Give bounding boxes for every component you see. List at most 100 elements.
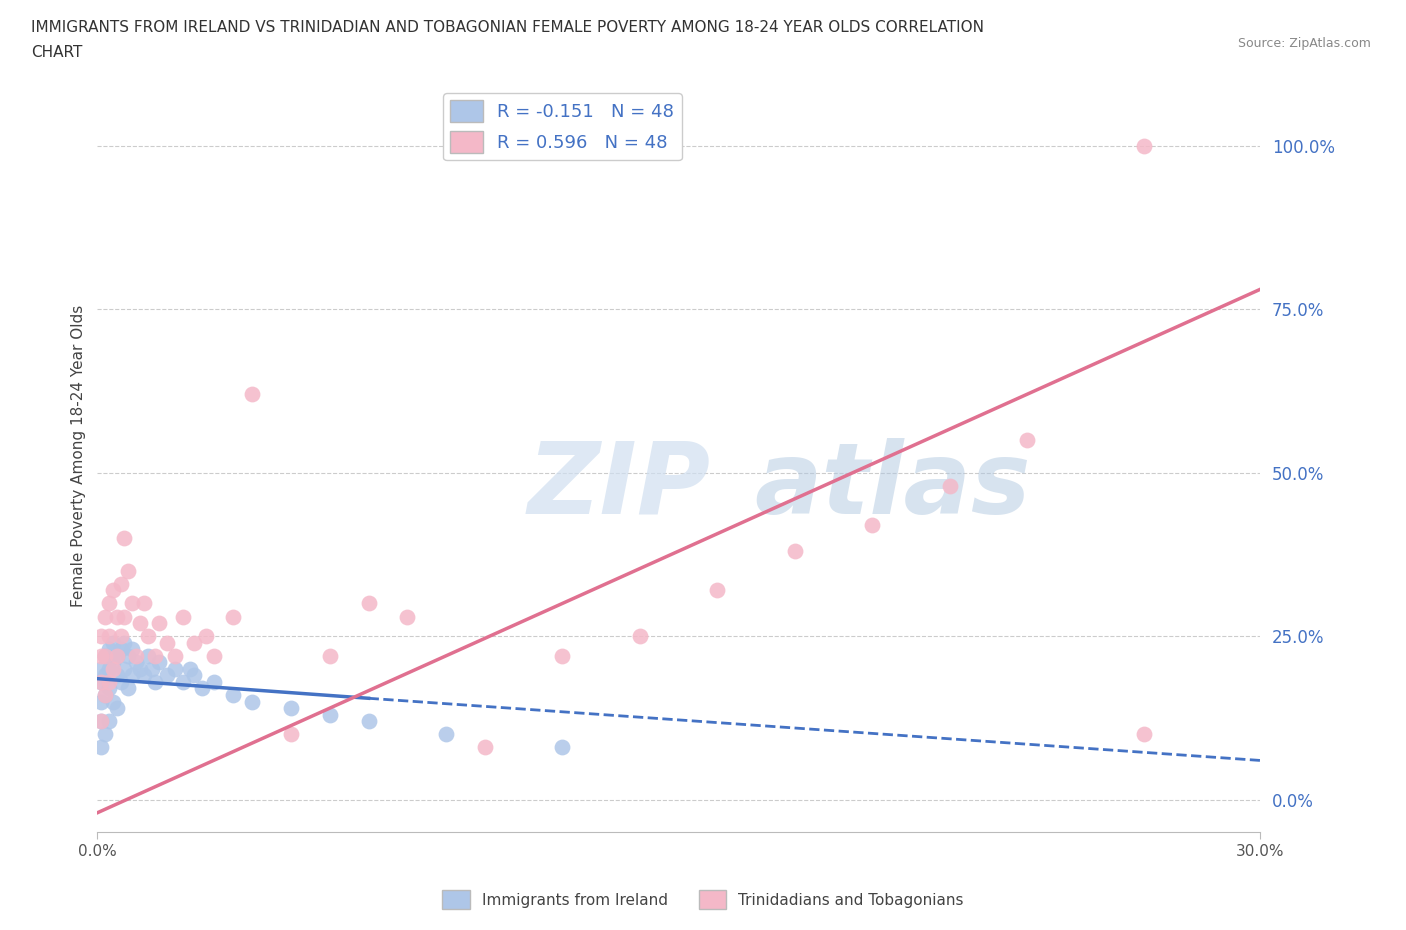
Point bbox=[105, 609, 128, 624]
Point bbox=[179, 661, 201, 676]
Point bbox=[319, 707, 342, 722]
Legend: Immigrants from Ireland, Trinidadians and Tobagonians: Immigrants from Ireland, Trinidadians an… bbox=[436, 884, 970, 915]
Point bbox=[1017, 432, 1039, 447]
Point bbox=[129, 661, 152, 676]
Point bbox=[110, 674, 132, 689]
Point bbox=[202, 648, 225, 663]
Point bbox=[98, 713, 121, 728]
Text: atlas: atlas bbox=[754, 438, 1031, 535]
Point bbox=[148, 616, 170, 631]
Point bbox=[628, 629, 651, 644]
Point bbox=[396, 609, 419, 624]
Point bbox=[319, 648, 342, 663]
Point bbox=[1132, 138, 1154, 153]
Text: Source: ZipAtlas.com: Source: ZipAtlas.com bbox=[1237, 37, 1371, 50]
Point bbox=[141, 661, 163, 676]
Point bbox=[98, 661, 121, 676]
Point bbox=[474, 740, 496, 755]
Point bbox=[94, 687, 117, 702]
Point bbox=[90, 629, 112, 644]
Point bbox=[98, 642, 121, 657]
Point bbox=[110, 577, 132, 591]
Point bbox=[706, 583, 728, 598]
Point bbox=[98, 681, 121, 696]
Point bbox=[101, 661, 124, 676]
Point bbox=[94, 609, 117, 624]
Point bbox=[183, 635, 205, 650]
Point bbox=[145, 648, 167, 663]
Point bbox=[172, 674, 194, 689]
Point bbox=[94, 648, 117, 663]
Point bbox=[939, 478, 962, 493]
Point bbox=[222, 609, 245, 624]
Point bbox=[94, 668, 117, 683]
Point bbox=[240, 694, 263, 709]
Point bbox=[90, 674, 112, 689]
Point bbox=[94, 648, 117, 663]
Point bbox=[105, 700, 128, 715]
Point bbox=[860, 517, 883, 532]
Point bbox=[191, 681, 214, 696]
Point bbox=[551, 648, 574, 663]
Point bbox=[90, 740, 112, 755]
Point bbox=[94, 687, 117, 702]
Point bbox=[101, 655, 124, 670]
Point bbox=[90, 661, 112, 676]
Point bbox=[148, 655, 170, 670]
Point bbox=[156, 635, 179, 650]
Point bbox=[90, 713, 112, 728]
Point bbox=[280, 700, 302, 715]
Point bbox=[129, 616, 152, 631]
Point bbox=[90, 694, 112, 709]
Point bbox=[132, 596, 155, 611]
Point bbox=[90, 674, 112, 689]
Point bbox=[434, 727, 457, 742]
Point bbox=[172, 609, 194, 624]
Point bbox=[145, 674, 167, 689]
Point bbox=[90, 648, 112, 663]
Point bbox=[125, 648, 148, 663]
Point bbox=[194, 629, 217, 644]
Point bbox=[90, 713, 112, 728]
Point bbox=[117, 681, 139, 696]
Point bbox=[121, 596, 143, 611]
Point bbox=[105, 648, 128, 663]
Point bbox=[156, 668, 179, 683]
Point bbox=[98, 674, 121, 689]
Point bbox=[280, 727, 302, 742]
Point bbox=[110, 642, 132, 657]
Point bbox=[125, 655, 148, 670]
Point bbox=[110, 629, 132, 644]
Point bbox=[98, 629, 121, 644]
Point bbox=[114, 531, 136, 546]
Point bbox=[101, 635, 124, 650]
Point bbox=[101, 694, 124, 709]
Legend: R = -0.151   N = 48, R = 0.596   N = 48: R = -0.151 N = 48, R = 0.596 N = 48 bbox=[443, 93, 682, 160]
Point bbox=[114, 609, 136, 624]
Point bbox=[202, 674, 225, 689]
Point bbox=[357, 596, 380, 611]
Point bbox=[1132, 727, 1154, 742]
Point bbox=[132, 668, 155, 683]
Point bbox=[163, 661, 186, 676]
Text: IMMIGRANTS FROM IRELAND VS TRINIDADIAN AND TOBAGONIAN FEMALE POVERTY AMONG 18-24: IMMIGRANTS FROM IRELAND VS TRINIDADIAN A… bbox=[31, 20, 984, 35]
Point bbox=[121, 642, 143, 657]
Point bbox=[105, 668, 128, 683]
Point bbox=[101, 583, 124, 598]
Point bbox=[551, 740, 574, 755]
Point bbox=[783, 544, 806, 559]
Point bbox=[105, 648, 128, 663]
Point bbox=[240, 387, 263, 402]
Y-axis label: Female Poverty Among 18-24 Year Olds: Female Poverty Among 18-24 Year Olds bbox=[72, 305, 86, 607]
Point bbox=[98, 596, 121, 611]
Point bbox=[114, 661, 136, 676]
Point bbox=[357, 713, 380, 728]
Point bbox=[94, 727, 117, 742]
Point bbox=[117, 648, 139, 663]
Point bbox=[163, 648, 186, 663]
Point bbox=[183, 668, 205, 683]
Point bbox=[222, 687, 245, 702]
Point bbox=[121, 668, 143, 683]
Point bbox=[114, 635, 136, 650]
Text: ZIP: ZIP bbox=[527, 438, 710, 535]
